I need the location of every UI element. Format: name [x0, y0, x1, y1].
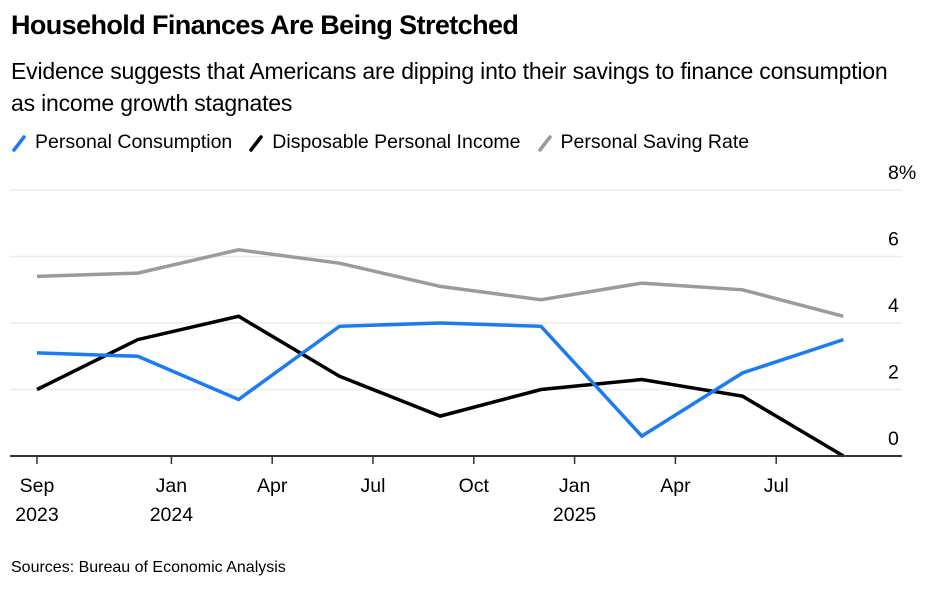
y-tick-label: 2	[888, 362, 899, 384]
legend: Personal Consumption Disposable Personal…	[11, 131, 765, 154]
legend-swatch-icon	[537, 134, 552, 152]
y-tick-label: 0	[888, 428, 899, 450]
legend-label: Personal Consumption	[35, 131, 233, 153]
legend-swatch-line	[537, 134, 552, 152]
legend-swatch-line	[249, 134, 264, 152]
x-tick-label: Jul	[361, 475, 386, 497]
y-tick-label: 6	[888, 229, 899, 251]
chart-title: Household Finances Are Being Stretched	[11, 10, 519, 40]
x-tick-label: Jan	[559, 475, 590, 497]
legend-label: Disposable Personal Income	[272, 131, 521, 153]
legend-item-personal-consumption: Personal Consumption	[11, 131, 232, 154]
y-tick-label: 4	[888, 295, 899, 317]
chart-subtitle: Evidence suggests that Americans are dip…	[11, 58, 888, 116]
legend-item-disposable-personal-income: Disposable Personal Income	[248, 131, 521, 154]
legend-swatch-icon	[249, 134, 264, 152]
legend-swatch-line	[12, 134, 26, 152]
legend-swatch-icon	[12, 134, 26, 152]
x-axis: Sep 2023 Jan 2024 Apr Jul Oct Jan 2025 Apr Jul	[10, 455, 902, 526]
x-tick-year-label: 2024	[150, 504, 194, 526]
y-axis-ticks: 0 2 4 6 8%	[888, 162, 916, 450]
series-line-personal-consumption	[36, 321, 844, 439]
x-tick-year-label: 2025	[553, 504, 597, 526]
x-tick-label: Sep	[20, 475, 55, 497]
x-tick-label: Apr	[660, 475, 691, 497]
series-line-personal-saving-rate	[36, 248, 844, 318]
x-tick-label: Apr	[257, 475, 288, 497]
y-tick-label: 8%	[888, 162, 916, 184]
legend-label: Personal Saving Rate	[560, 131, 750, 153]
gridlines	[10, 189, 902, 391]
x-tick-label: Jan	[156, 475, 187, 497]
x-tick-year-label: 2023	[15, 504, 58, 526]
legend-item-personal-saving-rate: Personal Saving Rate	[537, 131, 750, 154]
x-tick-label: Jul	[764, 475, 789, 497]
line-chart: 0 2 4 6 8% Sep 2023 Jan 2024 Apr Jul Oct Jan 2025 Apr…	[10, 162, 916, 526]
source-note: Sources: Bureau of Economic Analysis	[11, 559, 286, 576]
series-lines	[36, 248, 845, 458]
series-line-disposable-personal-income	[36, 314, 845, 458]
x-tick-label: Oct	[459, 475, 490, 497]
